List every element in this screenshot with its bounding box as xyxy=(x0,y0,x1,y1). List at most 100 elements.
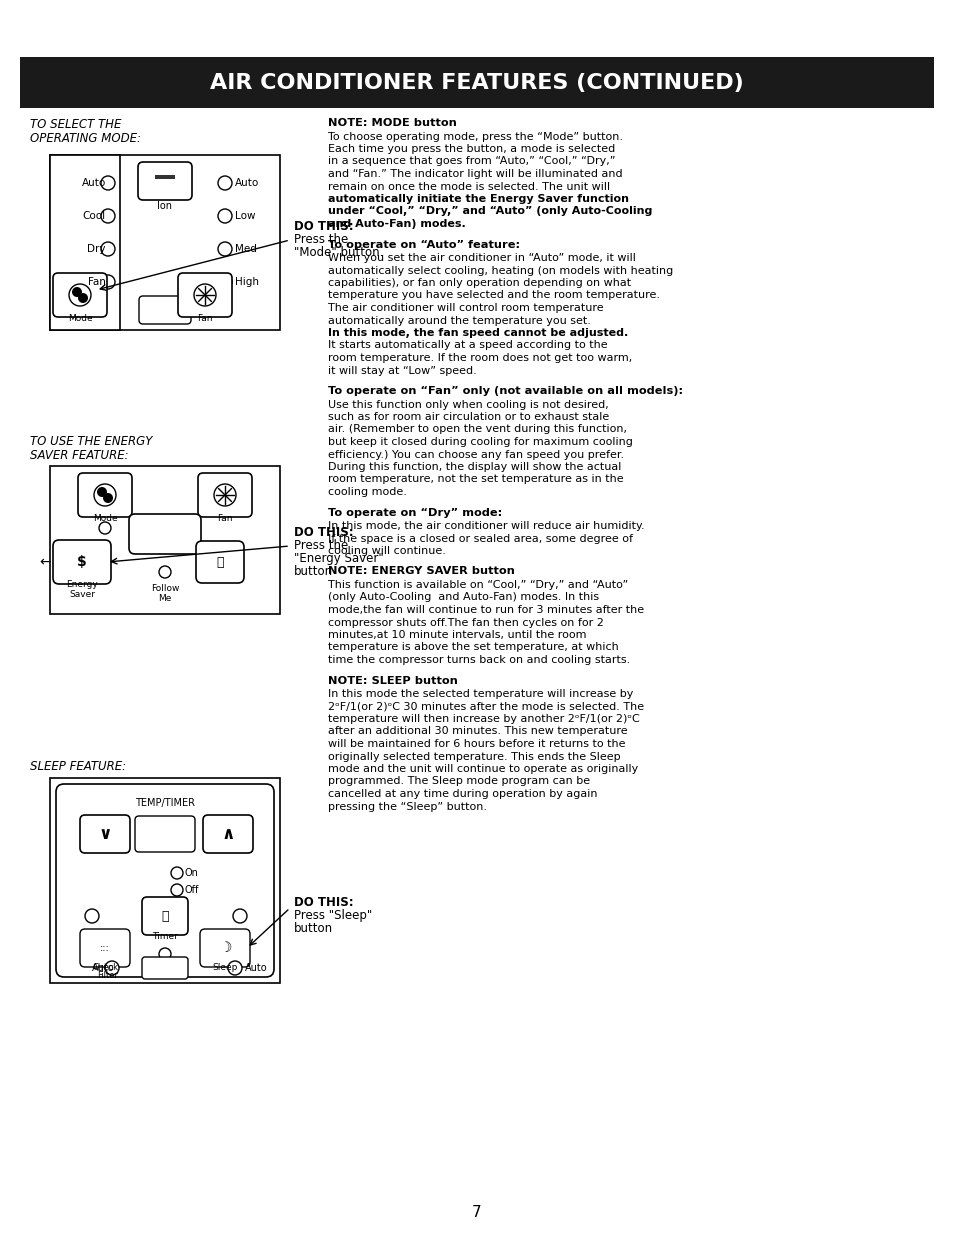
Text: TEMP/TIMER: TEMP/TIMER xyxy=(135,798,194,808)
Text: To choose operating mode, press the “Mode” button.: To choose operating mode, press the “Mod… xyxy=(328,131,622,142)
Text: time the compressor turns back on and cooling starts.: time the compressor turns back on and co… xyxy=(328,655,630,664)
Text: 7: 7 xyxy=(472,1205,481,1220)
Text: minutes,at 10 minute intervals, until the room: minutes,at 10 minute intervals, until th… xyxy=(328,630,586,640)
Text: button: button xyxy=(294,923,333,935)
Text: ⌛: ⌛ xyxy=(161,909,169,923)
Text: such as for room air circulation or to exhaust stale: such as for room air circulation or to e… xyxy=(328,412,609,422)
Circle shape xyxy=(85,909,99,923)
Text: On: On xyxy=(185,868,198,878)
FancyBboxPatch shape xyxy=(129,514,201,555)
Text: Low: Low xyxy=(234,211,255,221)
FancyBboxPatch shape xyxy=(53,540,111,584)
Text: Auto: Auto xyxy=(245,963,268,973)
FancyBboxPatch shape xyxy=(200,929,250,967)
Circle shape xyxy=(78,293,88,303)
Text: AIR CONDITIONER FEATURES (CONTINUED): AIR CONDITIONER FEATURES (CONTINUED) xyxy=(210,73,743,93)
Text: High: High xyxy=(234,277,258,287)
Circle shape xyxy=(101,177,115,190)
Text: $: $ xyxy=(77,555,87,569)
Bar xyxy=(50,778,280,983)
Text: NOTE: ENERGY SAVER button: NOTE: ENERGY SAVER button xyxy=(328,567,515,577)
Text: but keep it closed during cooling for maximum cooling: but keep it closed during cooling for ma… xyxy=(328,437,632,447)
Circle shape xyxy=(213,484,235,506)
Text: programmed. The Sleep mode program can be: programmed. The Sleep mode program can b… xyxy=(328,777,590,787)
Text: mode,the fan will continue to run for 3 minutes after the: mode,the fan will continue to run for 3 … xyxy=(328,605,643,615)
Text: Follow: Follow xyxy=(151,584,179,593)
Circle shape xyxy=(159,948,171,960)
Text: button: button xyxy=(294,564,333,578)
Text: "Energy Saver": "Energy Saver" xyxy=(294,552,383,564)
Text: SAVER FEATURE:: SAVER FEATURE: xyxy=(30,450,129,462)
FancyBboxPatch shape xyxy=(53,273,107,317)
Text: Press "Sleep": Press "Sleep" xyxy=(294,909,372,923)
Text: Timer: Timer xyxy=(152,932,178,941)
Text: in a sequence that goes from “Auto,” “Cool,” “Dry,”: in a sequence that goes from “Auto,” “Co… xyxy=(328,157,615,167)
Circle shape xyxy=(101,209,115,224)
FancyBboxPatch shape xyxy=(178,273,232,317)
Text: temperature is above the set temperature, at which: temperature is above the set temperature… xyxy=(328,642,618,652)
Text: TO SELECT THE: TO SELECT THE xyxy=(30,119,121,131)
Text: automatically select cooling, heating (on models with heating: automatically select cooling, heating (o… xyxy=(328,266,673,275)
Text: and Auto-Fan) modes.: and Auto-Fan) modes. xyxy=(328,219,465,228)
Circle shape xyxy=(171,867,183,879)
Circle shape xyxy=(228,961,242,974)
FancyBboxPatch shape xyxy=(198,473,252,517)
Text: :::: ::: xyxy=(100,944,110,953)
Text: In this mode the selected temperature will increase by: In this mode the selected temperature wi… xyxy=(328,689,633,699)
Text: capabilities), or fan only operation depending on what: capabilities), or fan only operation dep… xyxy=(328,278,631,288)
FancyBboxPatch shape xyxy=(78,473,132,517)
FancyBboxPatch shape xyxy=(135,816,194,852)
FancyBboxPatch shape xyxy=(56,784,274,977)
Text: room temperature, not the set temperature as in the: room temperature, not the set temperatur… xyxy=(328,474,623,484)
Text: Each time you press the button, a mode is selected: Each time you press the button, a mode i… xyxy=(328,144,615,154)
Circle shape xyxy=(101,275,115,289)
Text: will be maintained for 6 hours before it returns to the: will be maintained for 6 hours before it… xyxy=(328,739,625,748)
Text: room temperature. If the room does not get too warm,: room temperature. If the room does not g… xyxy=(328,353,632,363)
Text: ☽: ☽ xyxy=(218,941,231,955)
Text: To operate on “Fan” only (not available on all models):: To operate on “Fan” only (not available … xyxy=(328,387,682,396)
Text: under “Cool,” “Dry,” and “Auto” (only Auto-Cooling: under “Cool,” “Dry,” and “Auto” (only Au… xyxy=(328,206,652,216)
Circle shape xyxy=(69,284,91,306)
FancyBboxPatch shape xyxy=(139,296,191,324)
Text: Fan: Fan xyxy=(88,277,106,287)
Text: automatically initiate the Energy Saver function: automatically initiate the Energy Saver … xyxy=(328,194,628,204)
Text: Auto: Auto xyxy=(82,178,106,188)
Text: pressing the “Sleep” button.: pressing the “Sleep” button. xyxy=(328,802,486,811)
Circle shape xyxy=(97,487,107,496)
Text: cooling mode.: cooling mode. xyxy=(328,487,406,496)
Text: automatically around the temperature you set.: automatically around the temperature you… xyxy=(328,315,590,326)
Text: Sleep: Sleep xyxy=(213,963,237,972)
Text: When you set the air conditioner in “Auto” mode, it will: When you set the air conditioner in “Aut… xyxy=(328,253,636,263)
Text: Me: Me xyxy=(158,594,172,603)
FancyBboxPatch shape xyxy=(195,541,244,583)
Text: and “Fan.” The indicator light will be illuminated and: and “Fan.” The indicator light will be i… xyxy=(328,169,622,179)
Circle shape xyxy=(71,287,82,296)
Text: ←: ← xyxy=(39,555,51,569)
Text: Saver: Saver xyxy=(69,590,95,599)
Circle shape xyxy=(105,961,119,974)
Text: originally selected temperature. This ends the Sleep: originally selected temperature. This en… xyxy=(328,752,620,762)
Text: "Mode" button.: "Mode" button. xyxy=(294,246,383,259)
Text: mode and the unit will continue to operate as originally: mode and the unit will continue to opera… xyxy=(328,764,638,774)
Text: compressor shuts off.The fan then cycles on for 2: compressor shuts off.The fan then cycles… xyxy=(328,618,603,627)
Circle shape xyxy=(159,566,171,578)
Circle shape xyxy=(218,177,232,190)
Text: If the space is a closed or sealed area, some degree of: If the space is a closed or sealed area,… xyxy=(328,534,633,543)
Text: OPERATING MODE:: OPERATING MODE: xyxy=(30,132,141,144)
Text: The air conditioner will control room temperature: The air conditioner will control room te… xyxy=(328,303,603,312)
Text: In this mode, the air conditioner will reduce air humidity.: In this mode, the air conditioner will r… xyxy=(328,521,644,531)
Bar xyxy=(50,156,280,330)
Text: ∧: ∧ xyxy=(221,825,234,844)
Text: NOTE: MODE button: NOTE: MODE button xyxy=(328,119,456,128)
FancyBboxPatch shape xyxy=(142,897,188,935)
Text: Filter: Filter xyxy=(97,971,118,981)
FancyBboxPatch shape xyxy=(80,815,130,853)
Text: Mode: Mode xyxy=(92,514,117,522)
Text: Press the: Press the xyxy=(294,538,348,552)
FancyBboxPatch shape xyxy=(138,162,192,200)
Text: DO THIS:: DO THIS: xyxy=(294,897,354,909)
Text: temperature will then increase by another 2ᵒF/1(or 2)ᵒC: temperature will then increase by anothe… xyxy=(328,714,639,724)
Text: remain on once the mode is selected. The unit will: remain on once the mode is selected. The… xyxy=(328,182,610,191)
Text: In this mode, the fan speed cannot be adjusted.: In this mode, the fan speed cannot be ad… xyxy=(328,329,628,338)
Text: cooling will continue.: cooling will continue. xyxy=(328,546,445,556)
